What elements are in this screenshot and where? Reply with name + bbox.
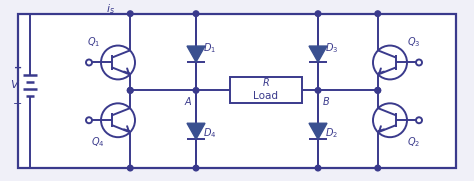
Circle shape: [375, 11, 381, 16]
Circle shape: [128, 88, 133, 93]
FancyBboxPatch shape: [18, 14, 456, 168]
Text: $Q_4$: $Q_4$: [91, 135, 105, 149]
Circle shape: [315, 11, 321, 16]
Circle shape: [128, 88, 133, 93]
Text: $D_4$: $D_4$: [203, 126, 217, 140]
Text: $Q_1$: $Q_1$: [87, 36, 100, 49]
Circle shape: [128, 165, 133, 171]
Circle shape: [193, 88, 199, 93]
Text: A: A: [185, 97, 191, 107]
Circle shape: [193, 165, 199, 171]
Circle shape: [128, 11, 133, 16]
Text: +: +: [14, 64, 22, 73]
FancyBboxPatch shape: [230, 77, 302, 103]
Text: $Q_2$: $Q_2$: [407, 135, 420, 149]
Text: V: V: [10, 80, 18, 90]
Text: $i_s$: $i_s$: [106, 2, 115, 16]
Text: $D_2$: $D_2$: [326, 126, 338, 140]
Text: $Q_3$: $Q_3$: [407, 36, 421, 49]
Circle shape: [193, 11, 199, 16]
Circle shape: [375, 88, 381, 93]
Text: Load: Load: [254, 91, 279, 101]
Text: $D_1$: $D_1$: [203, 41, 217, 55]
Text: R: R: [263, 78, 269, 88]
Polygon shape: [309, 123, 327, 139]
Text: −: −: [13, 99, 23, 109]
Circle shape: [315, 165, 321, 171]
Polygon shape: [187, 123, 205, 139]
Circle shape: [375, 165, 381, 171]
Polygon shape: [309, 46, 327, 62]
Text: $D_3$: $D_3$: [325, 41, 338, 55]
Circle shape: [375, 88, 381, 93]
Circle shape: [315, 88, 321, 93]
Polygon shape: [187, 46, 205, 62]
Text: B: B: [323, 97, 329, 107]
